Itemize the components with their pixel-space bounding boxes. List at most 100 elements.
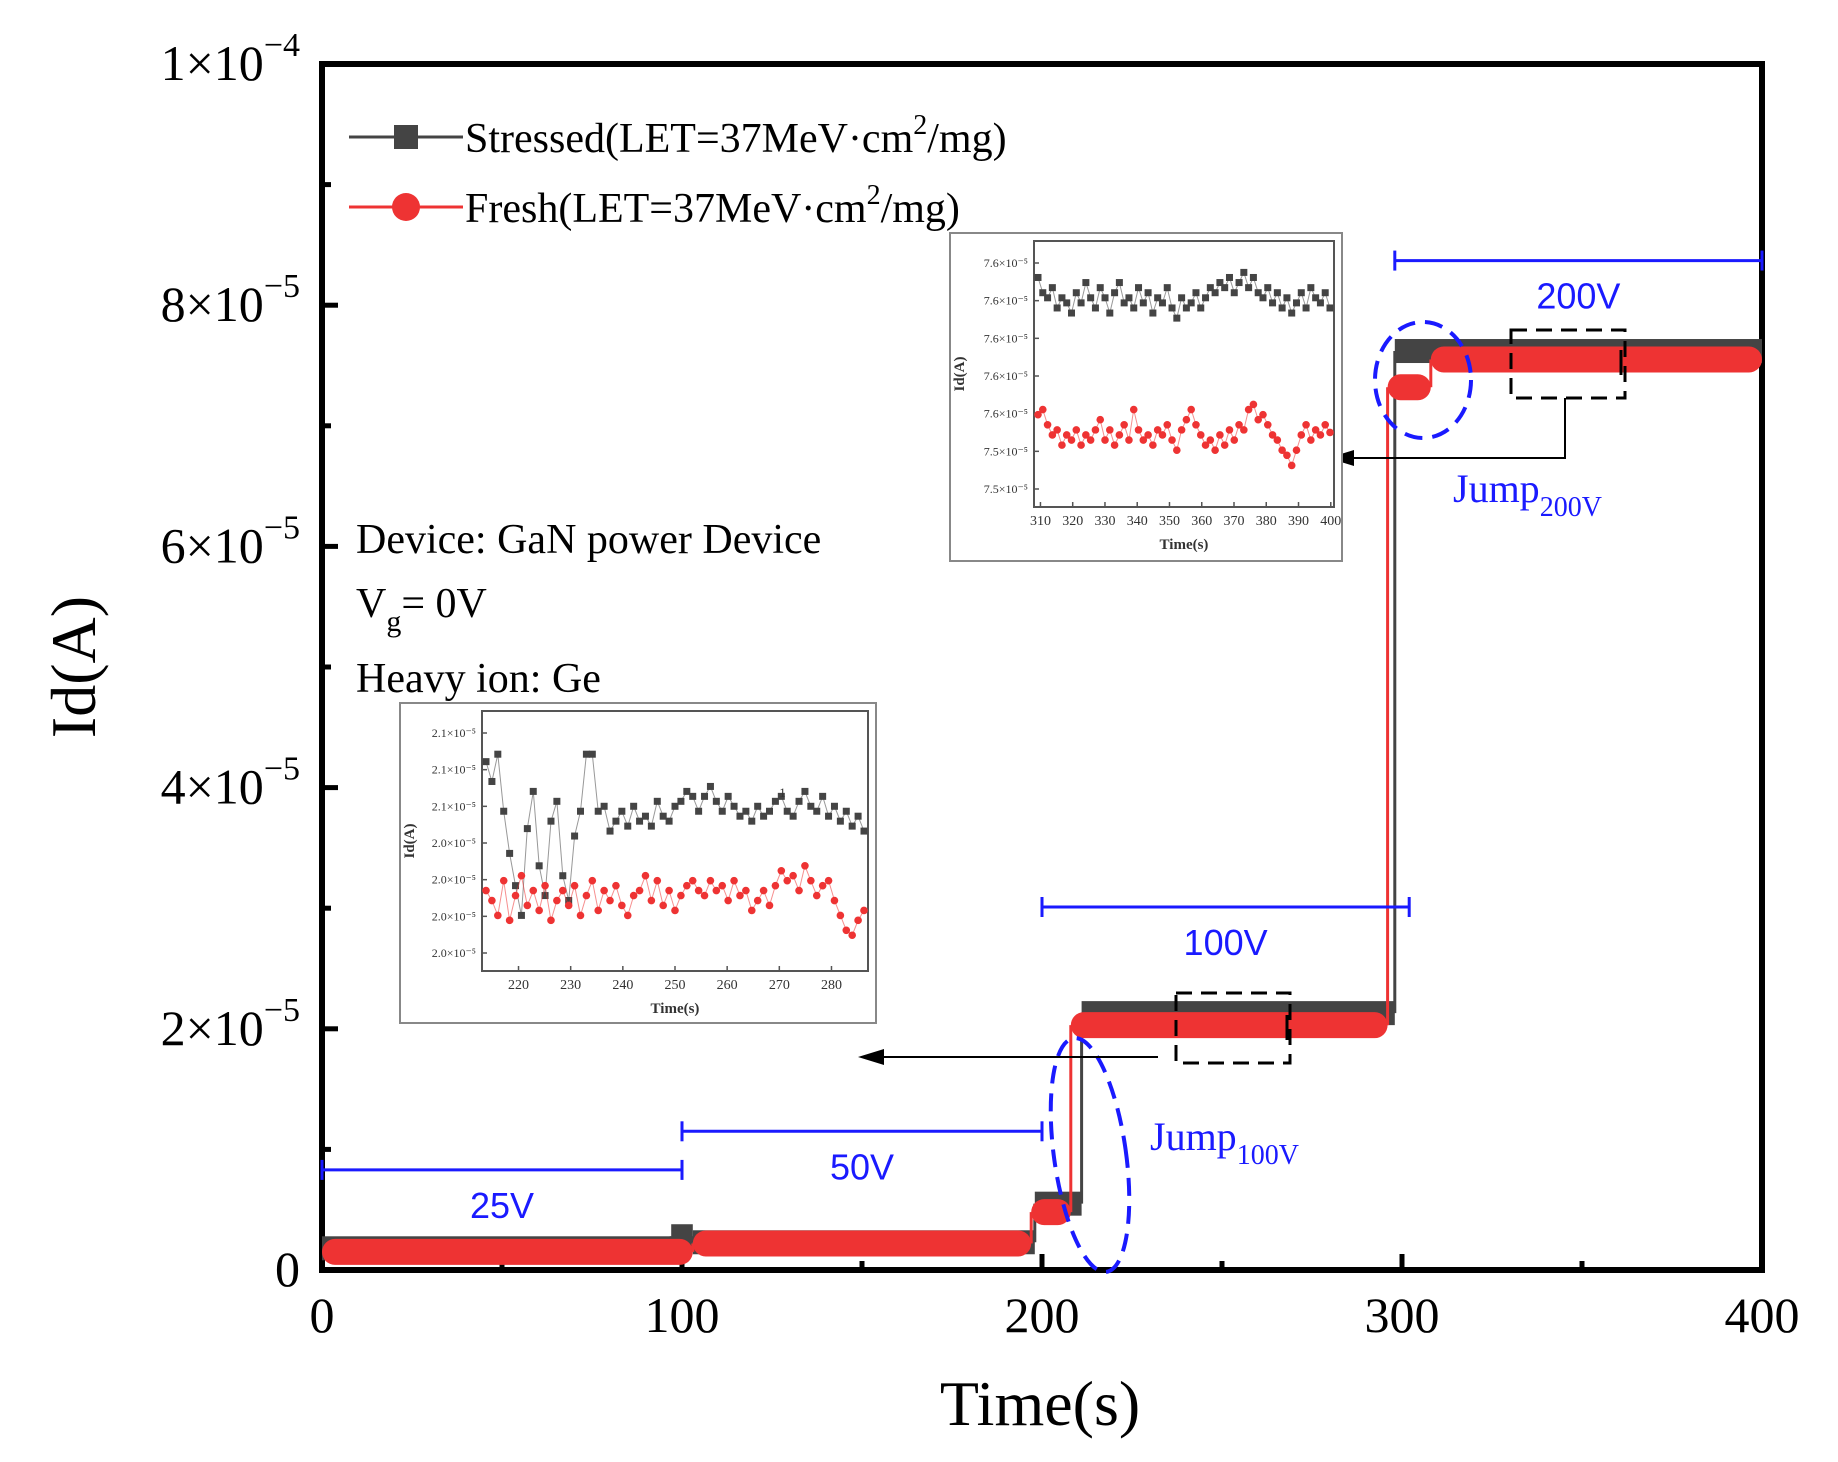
- legend-stressed-text: Stressed(LET=37MeV·cm: [465, 116, 914, 162]
- inset-stressed-point: [1182, 304, 1190, 312]
- inset-fresh-point: [606, 896, 614, 905]
- inset-fresh-point: [1038, 405, 1047, 414]
- inset-fresh-point: [570, 881, 579, 890]
- y-tick-label: 8×10−5: [161, 268, 300, 332]
- inset-stressed-point: [1216, 279, 1224, 287]
- inset-stressed-point: [500, 807, 508, 815]
- inset-fresh-point: [1297, 431, 1306, 439]
- y-tick-exponent: −5: [264, 992, 300, 1029]
- inset-fresh-point: [641, 871, 650, 880]
- inset-fresh-point: [1053, 426, 1061, 434]
- inset-fresh-point: [1139, 436, 1148, 444]
- inset-stressed-point: [1130, 304, 1138, 312]
- inset-y-tick-label: 7.5×10⁻⁵: [984, 482, 1028, 496]
- inset-stressed-point: [1053, 304, 1061, 312]
- device-annotation: Device: GaN power Device Vg= 0V Heavy io…: [356, 517, 821, 702]
- inset-fresh-point: [700, 891, 709, 900]
- inset-stressed-point: [1206, 284, 1214, 292]
- inset-fresh-point: [547, 916, 555, 925]
- inset-fresh-point: [771, 881, 780, 890]
- inset-stressed-point: [736, 812, 744, 820]
- inset-fresh-point: [842, 926, 851, 935]
- inset-fresh-point: [1043, 421, 1052, 429]
- inset-x-tick-label: 350: [1159, 514, 1180, 529]
- inset-x-tick-label: 230: [560, 978, 581, 993]
- inset-stressed-point: [636, 817, 644, 825]
- inset-fresh-point: [1149, 441, 1157, 449]
- inset-stressed-point: [771, 797, 779, 805]
- inset-fresh-point: [712, 886, 721, 895]
- inset-fresh-point: [1034, 410, 1042, 419]
- inset-fresh-point: [665, 886, 673, 895]
- jump-200v-text: Jump: [1453, 466, 1540, 511]
- inset-stressed-point: [1240, 268, 1248, 276]
- inset-stressed-point: [754, 802, 762, 810]
- inset-fresh-point: [795, 886, 803, 895]
- inset-fresh-point: [1125, 436, 1133, 444]
- inset-fresh-point: [1163, 421, 1172, 429]
- inset-stressed-point: [854, 812, 862, 820]
- inset-background: [949, 232, 1343, 562]
- inset-stressed-point: [1225, 273, 1233, 281]
- y-tick-mantissa: 6×10: [161, 517, 264, 573]
- inset-fresh-point: [499, 876, 508, 885]
- inset-stressed-point: [665, 817, 673, 825]
- jump-100v-subscript: 100V: [1237, 1140, 1299, 1171]
- inset-fresh-point: [488, 896, 496, 905]
- inset-fresh-point: [576, 911, 585, 920]
- inset-y-tick-label: 2.1×10⁻⁵: [432, 726, 476, 740]
- inset-fresh-point: [1115, 431, 1124, 439]
- inset-fresh-point: [854, 916, 862, 925]
- series-fresh: [322, 346, 1762, 1265]
- inset-stressed-point: [1245, 284, 1253, 292]
- inset-stressed-point: [1058, 294, 1066, 302]
- y-tick-label: 2×10−5: [161, 992, 300, 1056]
- inset-stressed-point: [559, 872, 567, 880]
- inset-fresh-point: [541, 881, 549, 890]
- inset-stressed-point: [848, 822, 856, 830]
- inset-stressed-point: [683, 787, 691, 795]
- inset-fresh-point: [1182, 415, 1191, 424]
- inset-fresh-point: [1287, 461, 1296, 470]
- inset-fresh-point: [1283, 451, 1291, 460]
- inset-y-tick-label: 7.6×10⁻⁵: [984, 294, 1028, 308]
- inset-fresh-point: [659, 901, 667, 910]
- inset-fresh-point: [558, 886, 567, 895]
- inset-stressed-point: [1288, 309, 1296, 317]
- y-tick-label: 1×10−4: [161, 27, 300, 91]
- inset-fresh-point: [1082, 431, 1090, 439]
- inset-stressed-point: [1249, 273, 1257, 281]
- inset-y-tick-label: 2.0×10⁻⁵: [432, 873, 476, 887]
- inset-background: [399, 702, 877, 1024]
- inset-stressed-point: [1091, 304, 1099, 312]
- inset-fresh-point: [494, 911, 502, 920]
- inset-stressed-point: [1125, 294, 1133, 302]
- inset-stressed-point: [1034, 273, 1042, 281]
- inset-fresh-point: [759, 886, 768, 895]
- inset-stressed-point: [571, 832, 579, 840]
- inset-fresh-point: [1326, 428, 1334, 437]
- inset-stressed-point: [1044, 294, 1052, 302]
- jump-200v-ellipse: [1373, 320, 1473, 440]
- inset-fresh-point: [1096, 415, 1105, 424]
- legend-stressed-label: Stressed(LET=37MeV·cm2/mg): [465, 110, 1007, 162]
- inset-fresh-point: [783, 876, 792, 885]
- inset-stressed-point: [1154, 294, 1162, 302]
- inset-100v: 2.1×10⁻⁵ 2.1×10⁻⁵ 2.1×10⁻⁵ 2.0×10⁻⁵ 2.0×10⁻⁵…: [399, 702, 877, 1024]
- inset-stressed-point: [1321, 289, 1329, 297]
- inset-stressed-point: [819, 792, 827, 800]
- inset-stressed-point: [1068, 309, 1076, 317]
- inset-stressed-point: [689, 792, 697, 800]
- inset-stressed-point: [1221, 284, 1229, 292]
- inset-stressed-point: [1163, 284, 1171, 292]
- vg-value: = 0V: [401, 581, 487, 627]
- inset-stressed-point: [783, 807, 791, 815]
- inset-x-tick-label: 270: [769, 978, 790, 993]
- legend-fresh-marker: [392, 193, 420, 221]
- inset-fresh-point: [848, 931, 856, 940]
- inset-fresh-point: [1302, 421, 1310, 429]
- y-tick-label: 4×10−5: [161, 751, 300, 815]
- y-tick-mantissa: 1×10: [161, 35, 264, 91]
- inset-x-tick-label: 220: [508, 978, 529, 993]
- inset-stressed-point: [1264, 284, 1272, 292]
